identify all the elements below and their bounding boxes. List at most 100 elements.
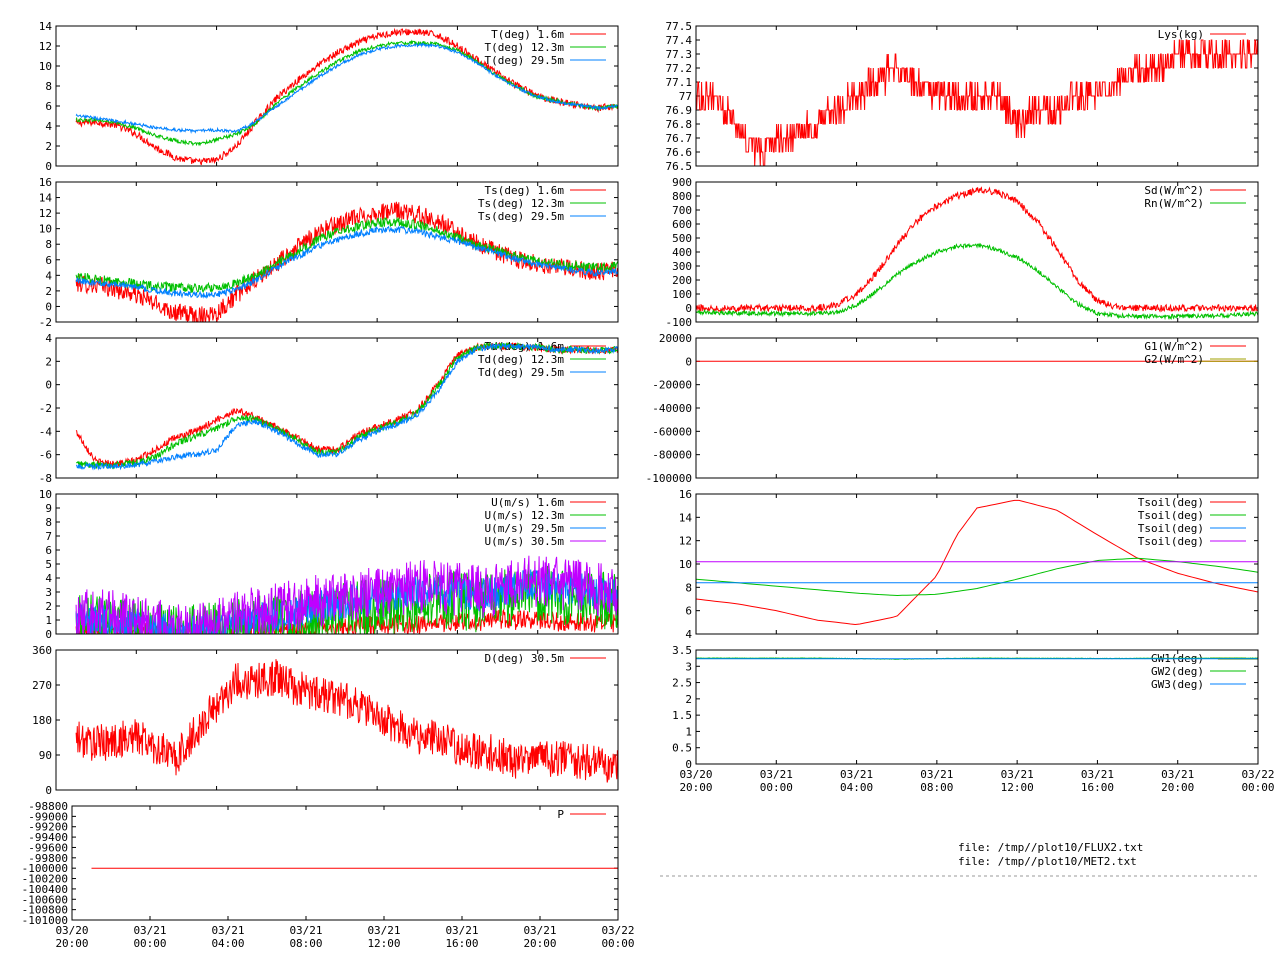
legend-label: U(m/s) 30.5m — [485, 535, 565, 548]
legend-label: Rn(W/m^2) — [1144, 197, 1204, 210]
x-tick-label: 20:00 — [523, 937, 556, 950]
y-tick-label: -80000 — [652, 449, 692, 462]
y-tick-label: 6 — [685, 605, 692, 618]
chart-P: -101000-100800-100600-100400-100200-1000… — [22, 800, 635, 950]
y-tick-label: 6 — [45, 100, 52, 113]
x-tick-label: 20:00 — [679, 781, 712, 794]
y-tick-label: -100000 — [22, 862, 68, 875]
y-tick-label: 0 — [685, 758, 692, 771]
x-tick-label: 03/21 — [523, 924, 556, 937]
y-tick-label: 5 — [45, 558, 52, 571]
y-tick-label: 4 — [45, 120, 52, 133]
x-tick-label: 00:00 — [1241, 781, 1274, 794]
x-tick-label: 03/21 — [367, 924, 400, 937]
y-tick-label: 0 — [45, 784, 52, 797]
legend-label: Td(deg) 12.3m — [478, 353, 564, 366]
y-tick-label: 6 — [45, 544, 52, 557]
file-label-met: file: /tmp//plot10/MET2.txt — [958, 855, 1137, 868]
y-tick-label: 12 — [679, 535, 692, 548]
x-tick-label: 00:00 — [601, 937, 634, 950]
y-tick-label: 77.2 — [666, 62, 693, 75]
y-tick-label: 77 — [679, 90, 692, 103]
y-tick-label: -100600 — [22, 893, 68, 906]
x-tick-label: 03/21 — [1081, 768, 1114, 781]
legend-label: Lys(kg) — [1158, 28, 1204, 41]
y-tick-label: 0 — [45, 160, 52, 173]
y-tick-label: 270 — [32, 679, 52, 692]
x-tick-label: 03/21 — [133, 924, 166, 937]
plot-frame — [695, 493, 1259, 635]
y-tick-label: 10 — [39, 223, 52, 236]
y-tick-label: 7 — [45, 530, 52, 543]
plot-frame — [55, 25, 619, 167]
y-tick-label: 2 — [45, 285, 52, 298]
series-line — [696, 186, 1258, 313]
y-tick-label: 600 — [672, 218, 692, 231]
x-tick-label: 12:00 — [367, 937, 400, 950]
y-tick-label: 100 — [672, 288, 692, 301]
y-tick-label: -2 — [39, 402, 52, 415]
x-tick-label: 03/20 — [55, 924, 88, 937]
x-tick-label: 03/22 — [601, 924, 634, 937]
x-tick-label: 03/21 — [289, 924, 322, 937]
y-tick-label: 800 — [672, 190, 692, 203]
y-tick-label: -98800 — [28, 800, 68, 813]
y-tick-label: 3 — [685, 660, 692, 673]
y-tick-label: 1 — [685, 725, 692, 738]
y-tick-label: -4 — [39, 425, 53, 438]
legend-label: Tsoil(deg) — [1138, 522, 1204, 535]
y-tick-label: 4 — [45, 269, 52, 282]
series-line — [76, 342, 618, 471]
x-tick-label: 12:00 — [1001, 781, 1034, 794]
series-line — [696, 39, 1258, 166]
series-line — [75, 555, 618, 634]
y-tick-label: 16 — [679, 488, 692, 501]
series-line — [75, 216, 618, 294]
chart-T: 0 2 4 6 8 10 12 14 T(deg) 1.6mT(deg) 12.3mT(deg)… — [39, 20, 619, 173]
y-tick-label: -100000 — [646, 472, 692, 485]
y-tick-label: 14 — [679, 511, 693, 524]
y-tick-label: 77.3 — [666, 48, 693, 61]
y-tick-label: 77.5 — [666, 20, 693, 33]
x-tick-label: 16:00 — [1081, 781, 1114, 794]
y-tick-label: 90 — [39, 749, 52, 762]
x-tick-label: 00:00 — [760, 781, 793, 794]
x-tick-label: 03/21 — [920, 768, 953, 781]
legend-label: T(deg) 29.5m — [485, 54, 565, 67]
legend-label: G1(W/m^2) — [1144, 340, 1204, 353]
plot-frame — [695, 649, 1259, 765]
y-tick-label: -101000 — [22, 914, 68, 927]
y-tick-label: 4 — [45, 332, 52, 345]
legend-label: T(deg) 12.3m — [485, 41, 565, 54]
legend-label: U(m/s) 1.6m — [491, 496, 564, 509]
y-tick-label: 4 — [45, 572, 52, 585]
series-line — [75, 659, 618, 783]
series-line — [696, 499, 1258, 626]
plot-frame — [71, 805, 619, 921]
y-tick-label: 14 — [39, 192, 53, 205]
y-tick-label: 76.7 — [666, 132, 693, 145]
legend-label: U(m/s) 29.5m — [485, 522, 565, 535]
x-tick-label: 03/22 — [1241, 768, 1274, 781]
y-tick-label: 76.8 — [666, 118, 693, 131]
y-tick-label: 2 — [685, 693, 692, 706]
chart-Lys: 76.576.676.776.876.97777.177.277.377.477… — [666, 20, 1259, 173]
x-tick-label: 03/21 — [1001, 768, 1034, 781]
y-tick-label: 3 — [45, 586, 52, 599]
y-tick-label: 200 — [672, 274, 692, 287]
y-tick-label: -99000 — [28, 810, 68, 823]
y-tick-label: -99400 — [28, 831, 68, 844]
y-tick-label: 0.5 — [672, 742, 692, 755]
y-tick-label: -8 — [39, 472, 52, 485]
series-line — [696, 242, 1258, 321]
series-line — [75, 201, 618, 322]
y-tick-label: 300 — [672, 260, 692, 273]
y-tick-label: -40000 — [652, 402, 692, 415]
y-tick-label: -6 — [39, 449, 52, 462]
legend-label: D(deg) 30.5m — [485, 652, 565, 665]
y-tick-label: 4 — [685, 628, 692, 641]
y-tick-label: 77.4 — [666, 34, 693, 47]
